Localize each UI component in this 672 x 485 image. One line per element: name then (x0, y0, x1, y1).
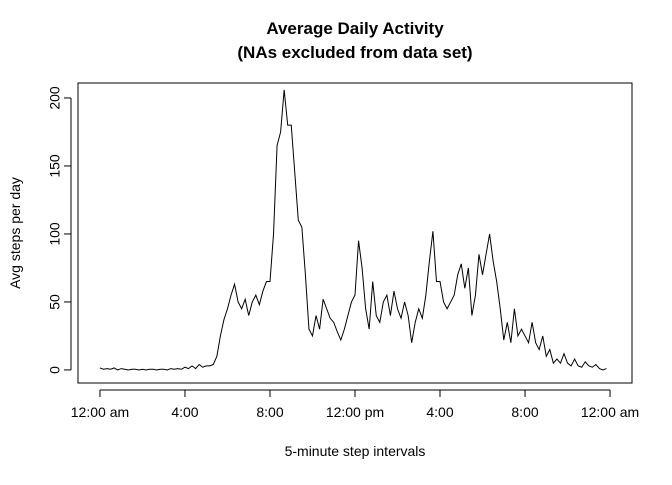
plot-box (77, 82, 633, 384)
y-tick-label: 200 (47, 86, 63, 110)
x-tick-label: 12:00 am (581, 404, 639, 420)
y-tick-label: 150 (47, 154, 63, 178)
x-tick-label: 12:00 am (71, 404, 129, 420)
x-tick-label: 12:00 pm (326, 404, 384, 420)
y-tick-label: 100 (47, 222, 63, 246)
chart-title: Average Daily Activity (266, 19, 444, 38)
y-tick-label: 50 (47, 294, 63, 310)
x-tick-label: 4:00 (426, 404, 453, 420)
y-axis-label: Avg steps per day (7, 177, 23, 289)
x-tick-label: 8:00 (256, 404, 283, 420)
data-line (99, 89, 607, 371)
x-axis-label: 5-minute step intervals (285, 443, 426, 459)
x-tick-label: 8:00 (511, 404, 538, 420)
chart-subtitle: (NAs excluded from data set) (237, 43, 472, 62)
y-tick-label: 0 (47, 366, 63, 374)
x-tick-label: 4:00 (171, 404, 198, 420)
